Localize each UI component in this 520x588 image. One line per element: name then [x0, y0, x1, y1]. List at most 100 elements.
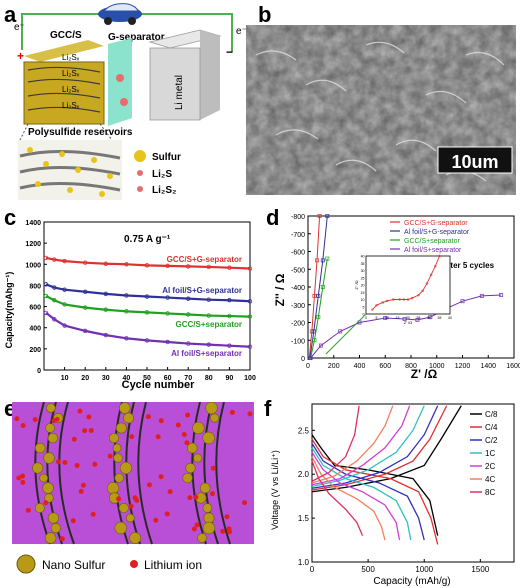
- legend-label: GCC/S+separator: [404, 238, 460, 245]
- lithium-ion-particle: [78, 488, 84, 494]
- inset-y-tick-label: 30: [361, 269, 365, 273]
- lithium-ion-particle: [59, 536, 65, 542]
- layer-label: Li₂Sₓ: [62, 85, 80, 94]
- data-point: [82, 260, 88, 265]
- x-axis-label: Z' /Ω: [411, 367, 438, 381]
- nano-sulfur-particle: [115, 422, 127, 434]
- legend-label: 4C: [485, 475, 495, 484]
- y-tick-label: -300: [291, 303, 305, 310]
- y-tick-label: 1200: [25, 241, 41, 248]
- lithium-ion-particle: [54, 416, 60, 422]
- y-tick-label: 0: [301, 356, 305, 363]
- nano-sulfur-particle: [199, 482, 211, 494]
- data-point: [316, 315, 321, 320]
- layer-label: Li₂Sₓ: [62, 53, 80, 62]
- nano-sulfur-particle: [43, 452, 55, 464]
- lithium-ion-particle: [71, 436, 77, 442]
- series-line: [308, 215, 321, 359]
- y-tick-label: 600: [29, 305, 41, 312]
- lithium-ion-particle: [247, 411, 253, 417]
- lithium-ion-particle: [77, 408, 83, 414]
- lithium-ion-particle: [88, 428, 94, 434]
- panel-label-d: d: [266, 205, 280, 230]
- inset-x-tick-label: 30: [427, 316, 431, 320]
- y-tick-label: 1.5: [298, 514, 310, 523]
- lithium-ion-particle: [210, 465, 216, 471]
- legend-label: Al foil/S+separator: [404, 247, 462, 254]
- charge-curve: [311, 405, 448, 491]
- data-point: [62, 258, 67, 264]
- series-label: GCC/S+separator: [176, 320, 242, 329]
- lithium-ion-particle: [32, 416, 38, 422]
- data-point: [185, 341, 191, 346]
- discharge-curve: [311, 451, 401, 541]
- discharge-curve: [311, 438, 439, 545]
- nano-sulfur-particle: [50, 523, 61, 533]
- x-tick-label: 60: [164, 375, 172, 382]
- nano-sulfur-particle: [47, 512, 59, 524]
- discharge-curve: [311, 443, 425, 541]
- data-point: [52, 317, 57, 322]
- inset-point: [392, 298, 395, 301]
- inset-x-tick-label: 15: [396, 316, 400, 320]
- inset-y-tick-label: 15: [361, 291, 365, 295]
- x-tick-label: 400: [354, 363, 366, 370]
- nano-sulfur-particle: [118, 503, 129, 513]
- y-tick-label: 200: [29, 347, 41, 354]
- charge-curve: [311, 405, 394, 484]
- inset-frame: [365, 255, 451, 315]
- inset-point: [410, 296, 414, 300]
- x-axis-label: Cycle number: [122, 379, 195, 391]
- y-axis-label: Voltage (V vs Li/Li⁺): [270, 450, 280, 530]
- data-point: [227, 343, 232, 348]
- nano-sulfur-particle: [114, 521, 127, 535]
- inset-pointer: [325, 313, 367, 355]
- lithium-ion-particle: [20, 423, 26, 429]
- inset-x-label: Z' /Ω: [404, 320, 412, 325]
- lithium-ion-particle: [164, 511, 170, 517]
- lithium-ion-particle: [209, 491, 215, 497]
- nano-sulfur-particle: [44, 493, 54, 503]
- inset-x-tick-label: 5: [376, 316, 378, 320]
- y-tick-label: -800: [291, 214, 305, 221]
- data-point: [316, 293, 321, 298]
- data-point: [428, 315, 433, 320]
- data-point: [43, 310, 49, 316]
- y-tick-label: -500: [291, 267, 305, 274]
- reservoir-label: Polysulfide reservoirs: [28, 127, 133, 138]
- data-point: [62, 287, 67, 292]
- sulfur-legend-icon: [134, 150, 146, 162]
- nano-sulfur-particle: [47, 432, 59, 444]
- lithium-ion-particle: [55, 459, 61, 465]
- data-point: [325, 214, 330, 218]
- nano-sulfur-illustration: Nano Sulfur Lithium ion: [12, 402, 254, 574]
- data-point: [43, 255, 49, 261]
- lithium-ion-particle: [62, 460, 68, 466]
- lithium-ion-particle: [20, 473, 26, 479]
- data-point: [124, 309, 129, 314]
- data-point: [317, 214, 322, 218]
- data-point: [415, 317, 420, 322]
- inset-point: [385, 299, 389, 303]
- nano-sulfur-particle: [113, 453, 123, 463]
- y-axis-label: Z'' / Ω: [273, 273, 287, 306]
- chart-annotation: 0.75 A g⁻¹: [124, 234, 171, 245]
- inset-x-tick-label: 0: [365, 316, 367, 320]
- nano-sulfur-particle: [44, 532, 57, 544]
- data-point: [52, 298, 57, 303]
- data-point: [227, 298, 232, 303]
- legend-label: GCC/S+G-separator: [404, 220, 468, 227]
- lithium-ion-particle: [25, 507, 31, 513]
- charge-curve: [311, 405, 462, 493]
- inset-point: [375, 304, 378, 307]
- data-point: [325, 256, 330, 261]
- lithium-ion-particle: [107, 453, 113, 459]
- lithium-ion-particle: [175, 422, 181, 428]
- nano-sulfur-particle: [112, 443, 122, 453]
- charge-curve: [311, 405, 439, 489]
- data-point: [312, 293, 317, 298]
- data-point: [338, 329, 343, 334]
- scale-bar-label: 10um: [451, 152, 498, 172]
- nano-sulfur-particle: [202, 503, 213, 513]
- inset-point: [398, 298, 401, 301]
